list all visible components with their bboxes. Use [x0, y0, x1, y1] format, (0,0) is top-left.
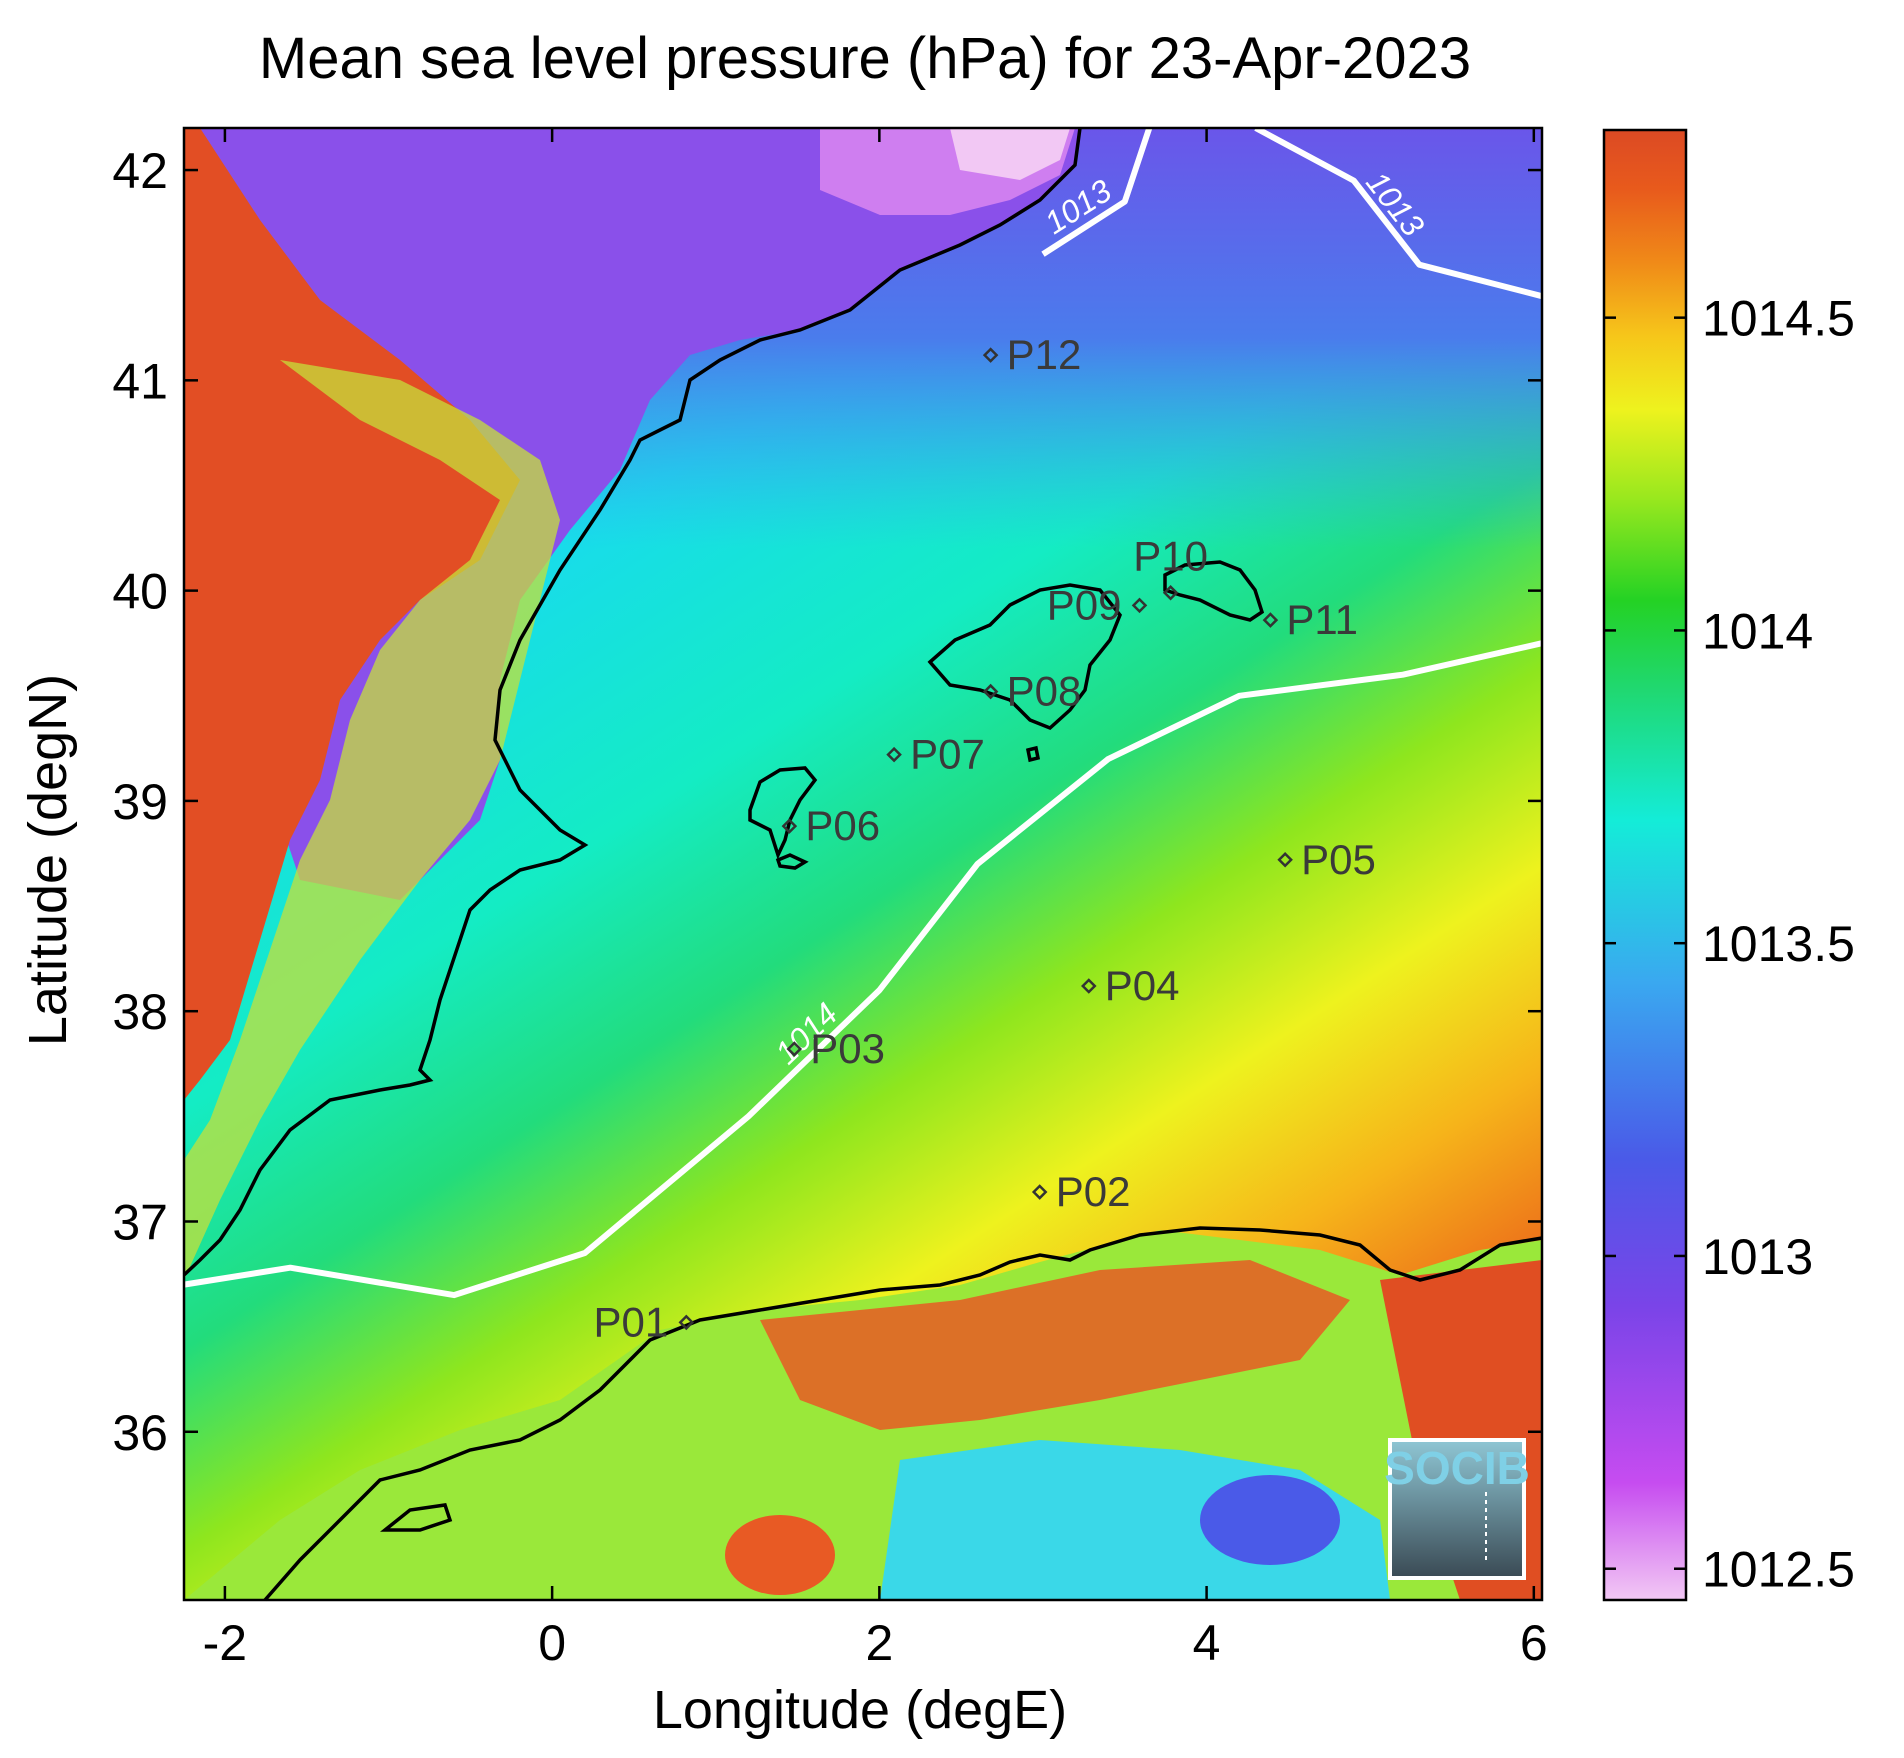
y-axis: 36 37 38 39 40 41 42 [112, 143, 1542, 1461]
station-marker [1131, 597, 1148, 614]
ibiza-coastline [748, 766, 818, 860]
map-plot-area [184, 128, 1542, 1600]
iberian-coastal-mix [184, 360, 560, 1280]
station-marker [1277, 852, 1293, 868]
y-tick-label: 40 [112, 564, 168, 620]
socib-logo: SOCIB [1384, 1438, 1530, 1580]
x-tick-label: 4 [1193, 1615, 1221, 1671]
chart-title: Mean sea level pressure (hPa) for 23-Apr… [259, 26, 1471, 91]
y-tick-label: 42 [112, 143, 168, 199]
colorbar [1604, 130, 1686, 1600]
africa-high-patches [760, 1260, 1350, 1430]
station-label: P06 [805, 802, 880, 849]
x-axis-label: Longitude (degE) [653, 1680, 1067, 1740]
colorbar-tick-label: 1013.5 [1702, 916, 1855, 972]
colorbar-tick-label: 1014.5 [1702, 291, 1855, 347]
station-marker [786, 1041, 803, 1057]
colorbar-tick-label: 1013 [1702, 1229, 1813, 1285]
iberian-coastline [182, 127, 1082, 1277]
station-marker [982, 683, 999, 700]
station-marker [1081, 978, 1097, 994]
station-label: P04 [1105, 962, 1180, 1009]
african-coastline [263, 1226, 1543, 1602]
station-label: P05 [1301, 836, 1376, 883]
x-axis: -2 0 2 4 6 [203, 128, 1548, 1671]
station-label: P03 [810, 1025, 885, 1072]
iberian-plateau-field [184, 128, 520, 1100]
alboran-islet [380, 1503, 453, 1532]
station-label: P07 [910, 731, 985, 778]
y-axis-label: Latitude (degN) [18, 674, 78, 1046]
colorbar-tick-label: 1012.5 [1702, 1542, 1855, 1598]
station-marker [678, 1314, 695, 1331]
plot-frame [182, 126, 1544, 1602]
africa-low-core [1200, 1475, 1340, 1565]
formentera-coastline [775, 853, 809, 870]
x-tick-label: 0 [538, 1615, 566, 1671]
station-marker [886, 746, 902, 763]
station-label: P11 [1286, 596, 1358, 643]
station-marker [982, 347, 999, 363]
x-tick-label: 6 [1520, 1615, 1548, 1671]
y-tick-label: 38 [112, 984, 168, 1040]
station-marker [781, 818, 798, 834]
menorca-coastline [1163, 560, 1265, 622]
station-label: P08 [1007, 668, 1082, 715]
africa-high-spot [725, 1515, 835, 1595]
coastlines [182, 127, 1543, 1602]
station-label: P02 [1056, 1168, 1131, 1215]
station-label: P12 [1007, 331, 1082, 378]
colorbar-tick-label: 1014 [1702, 603, 1813, 659]
y-tick-label: 37 [112, 1194, 168, 1250]
station-marker [1262, 612, 1279, 628]
x-tick-label: 2 [865, 1615, 893, 1671]
y-tick-label: 41 [112, 353, 168, 409]
station-label: P10 [1133, 533, 1208, 580]
station-label: P01 [594, 1298, 669, 1345]
station-marker [1031, 1184, 1048, 1200]
mallorca-coastline [927, 583, 1123, 731]
x-tick-label: -2 [203, 1615, 247, 1671]
logo-text: SOCIB [1384, 1442, 1530, 1494]
y-tick-label: 39 [112, 774, 168, 830]
station-marker [1162, 584, 1179, 601]
colorbar-ticks: 1012.5 1013 1013.5 1014 1014.5 [1604, 291, 1855, 1598]
isobar-line [1041, 127, 1153, 257]
colorbar-frame [1602, 128, 1688, 1602]
isobar-line [1254, 125, 1543, 300]
cabrera-coastline [1025, 745, 1041, 763]
y-tick-label: 36 [112, 1405, 168, 1461]
northern-peak-highlight [950, 128, 1070, 180]
station-label: P09 [1047, 581, 1122, 628]
isobar-line [183, 640, 1543, 1299]
